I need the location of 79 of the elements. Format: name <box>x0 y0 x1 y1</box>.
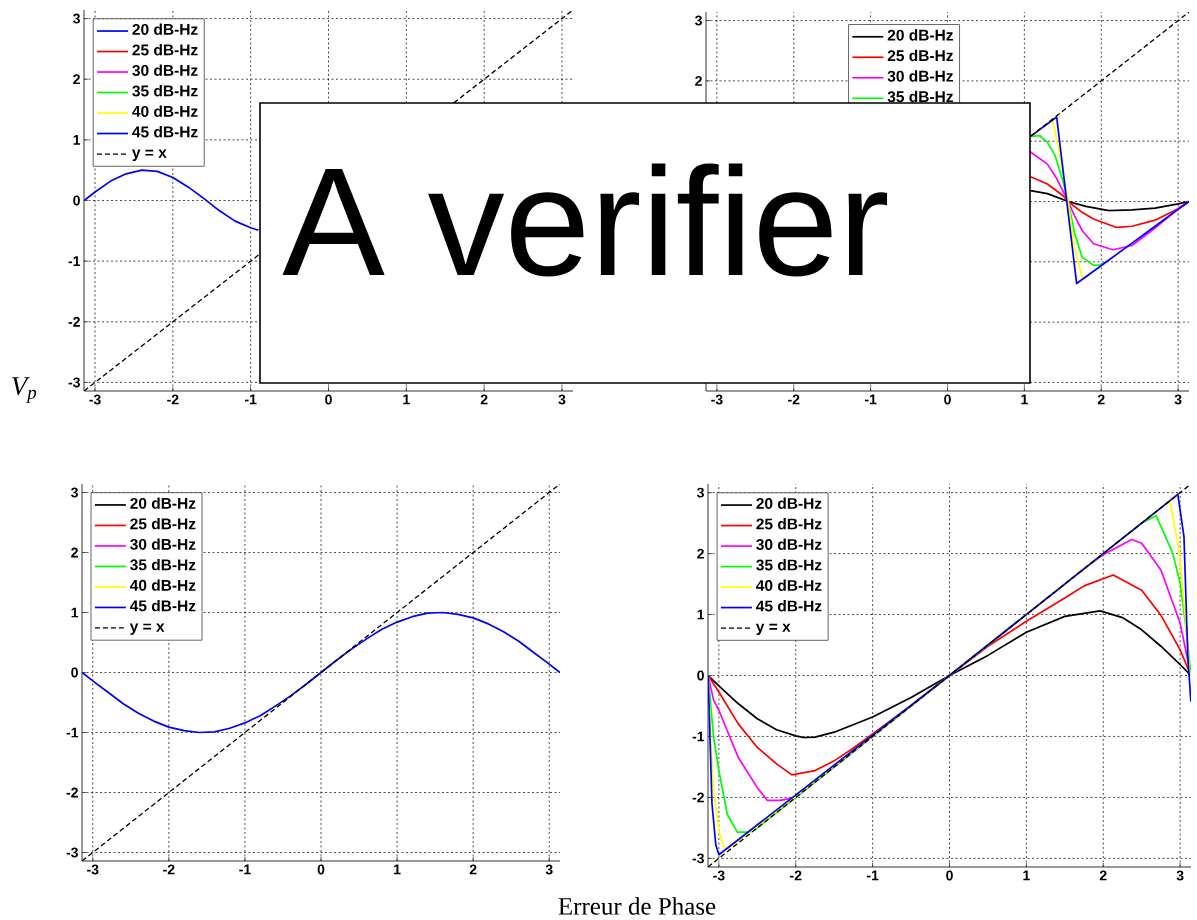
legend-label: 25 dB-Hz <box>756 518 822 530</box>
y-tick-label: 0 <box>697 670 704 681</box>
legend-label: 40 dB-Hz <box>756 579 822 591</box>
x-tick-label: 2 <box>469 864 477 875</box>
x-tick-label: 0 <box>325 394 332 405</box>
y-tick-label: 3 <box>73 13 80 24</box>
annotation: A verifier <box>282 163 888 277</box>
y-tick-label: -3 <box>68 377 80 388</box>
y-tick-label: 1 <box>71 607 79 618</box>
y-tick-label: -1 <box>692 731 705 742</box>
legend-label: 30 dB-Hz <box>887 70 953 82</box>
x-tick-label: -2 <box>790 870 802 881</box>
x-tick-label: -1 <box>864 394 877 405</box>
x-tick-label: -3 <box>89 394 101 405</box>
x-tick-label: -1 <box>866 870 879 881</box>
x-tick-label: -3 <box>711 394 723 405</box>
legend-label: 25 dB-Hz <box>132 44 198 56</box>
y-tick-label: -1 <box>66 727 79 738</box>
legend-label: 35 dB-Hz <box>132 85 198 97</box>
y-tick-label: 1 <box>73 135 81 145</box>
legend-label: 30 dB-Hz <box>756 538 822 550</box>
legend-label: y = x <box>755 623 791 636</box>
x-tick-label: -2 <box>167 394 179 405</box>
y-tick-label: 3 <box>71 487 78 498</box>
x-tick-label: -2 <box>788 394 800 405</box>
y-tick-label: -3 <box>692 853 704 864</box>
legend-label: 45 dB-Hz <box>756 600 822 612</box>
legend-label: 40 dB-Hz <box>132 105 198 117</box>
x-tick-label: 0 <box>944 394 951 405</box>
legend-label: 30 dB-Hz <box>132 64 198 76</box>
y-tick-label: -2 <box>692 792 704 803</box>
legend-label: 35 dB-Hz <box>887 90 953 103</box>
x-tick-label: 1 <box>394 864 401 875</box>
legend-label: 35 dB-Hz <box>130 558 196 571</box>
legend-label: 35 dB-Hz <box>756 559 822 571</box>
legend-label: 20 dB-Hz <box>130 497 196 509</box>
x-tick-label: -2 <box>163 864 175 875</box>
y-tick-label: 2 <box>695 75 702 86</box>
legend-label: 20 dB-Hz <box>132 23 198 35</box>
y-tick-label: -2 <box>68 316 80 327</box>
y-tick-label: -1 <box>68 256 81 266</box>
legend-label: 25 dB-Hz <box>887 49 953 62</box>
x-tick-label: 3 <box>1174 394 1182 405</box>
x-tick-label: 1 <box>1021 394 1028 405</box>
y-tick-label: 2 <box>73 74 80 85</box>
y-tick-label: 0 <box>73 195 80 206</box>
x-tick-label: 0 <box>317 864 325 875</box>
legend-label: 20 dB-Hz <box>756 497 822 509</box>
y-axis-title: V$_{p}$ <box>12 377 37 403</box>
legend-label: 45 dB-Hz <box>129 599 196 612</box>
x-tick-label: 1 <box>403 394 410 405</box>
y-tick-label: 3 <box>697 487 704 498</box>
x-tick-label: 3 <box>1176 870 1184 881</box>
legend-label: 30 dB-Hz <box>130 538 196 550</box>
x-tick-label: 3 <box>558 394 566 405</box>
y-tick-label: 1 <box>697 609 705 620</box>
x-tick-label: 1 <box>1023 870 1030 881</box>
legend-label: y = x <box>129 623 165 635</box>
legend-label: 45 dB-Hz <box>132 126 198 138</box>
y-tick-label: 0 <box>71 667 78 678</box>
y-tick-label: -3 <box>66 847 78 858</box>
x-tick-label: 2 <box>1099 870 1107 881</box>
legend-label: 25 dB-Hz <box>130 517 196 530</box>
x-tick-label: 0 <box>946 870 953 881</box>
y-tick-label: 2 <box>697 548 704 559</box>
x-tick-label: 3 <box>545 864 553 875</box>
x-tick-label: -3 <box>713 870 725 881</box>
x-tick-label: 2 <box>1097 394 1105 405</box>
x-tick-label: 2 <box>480 394 488 405</box>
x-axis-title: Erreur de Phase <box>558 897 716 915</box>
x-tick-label: -1 <box>239 864 251 875</box>
legend-label: 20 dB-Hz <box>887 29 953 41</box>
x-tick-label: -1 <box>245 394 257 405</box>
y-tick-label: 3 <box>695 15 702 26</box>
legend-label: y = x <box>132 149 167 161</box>
y-tick-label: -2 <box>66 787 78 798</box>
legend-label: 40 dB-Hz <box>129 579 196 591</box>
y-tick-label: 2 <box>71 547 78 558</box>
x-tick-label: -3 <box>87 864 99 875</box>
